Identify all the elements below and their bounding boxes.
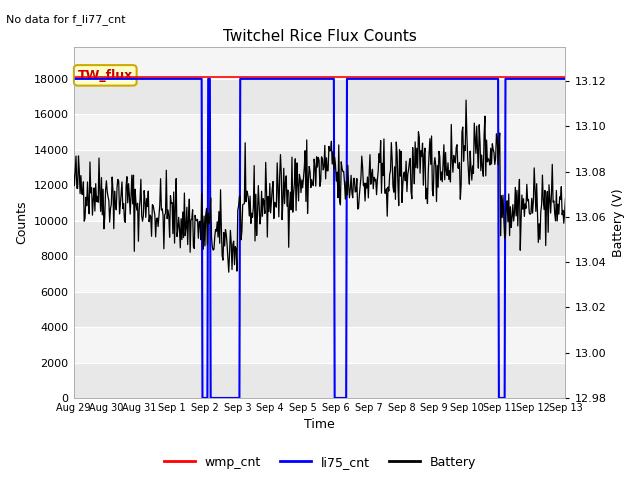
X-axis label: Time: Time [304,419,335,432]
Legend: wmp_cnt, li75_cnt, Battery: wmp_cnt, li75_cnt, Battery [159,451,481,474]
Bar [74,150,565,185]
Y-axis label: Counts: Counts [15,201,28,244]
Y-axis label: Battery (V): Battery (V) [612,188,625,257]
Bar [74,292,565,327]
Text: TW_flux: TW_flux [77,69,133,82]
Bar [74,327,565,362]
Bar [74,43,565,79]
Bar [74,79,565,114]
Bar [74,221,565,256]
Text: No data for f_li77_cnt: No data for f_li77_cnt [6,14,126,25]
Bar [74,256,565,292]
Title: Twitchel Rice Flux Counts: Twitchel Rice Flux Counts [223,29,417,44]
Bar [74,185,565,221]
Bar [74,114,565,150]
Bar [74,362,565,398]
